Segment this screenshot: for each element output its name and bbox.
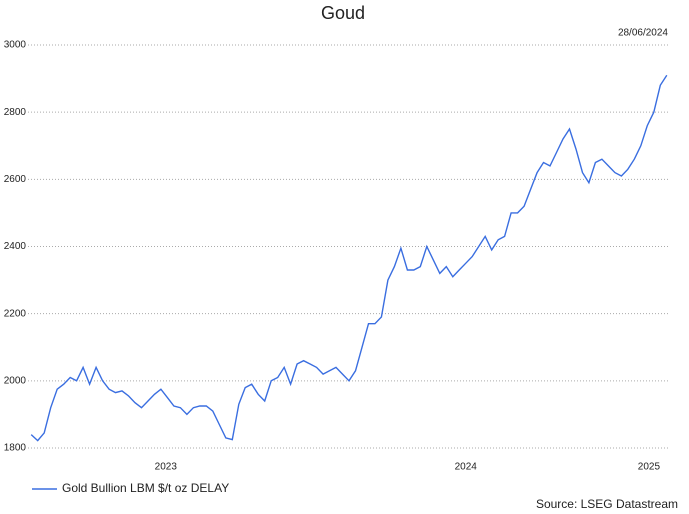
x-tick-label: 2023 — [155, 462, 178, 473]
y-tick-label: 1800 — [4, 443, 27, 454]
x-tick-label: 2025 — [638, 462, 661, 473]
y-tick-label: 3000 — [4, 40, 27, 51]
source-note: Source: LSEG Datastream — [536, 497, 678, 511]
y-tick-label: 2000 — [4, 375, 27, 386]
y-tick-label: 2200 — [4, 308, 27, 319]
chart-title: Goud — [321, 3, 365, 23]
y-tick-label: 2600 — [4, 174, 27, 185]
x-tick-label: 2024 — [455, 462, 478, 473]
y-tick-label: 2800 — [4, 107, 27, 118]
y-tick-label: 2400 — [4, 241, 27, 252]
data-line — [30, 74, 668, 442]
legend-label: Gold Bullion LBM $/t oz DELAY — [62, 481, 229, 495]
date-note: 28/06/2024 — [618, 28, 668, 39]
